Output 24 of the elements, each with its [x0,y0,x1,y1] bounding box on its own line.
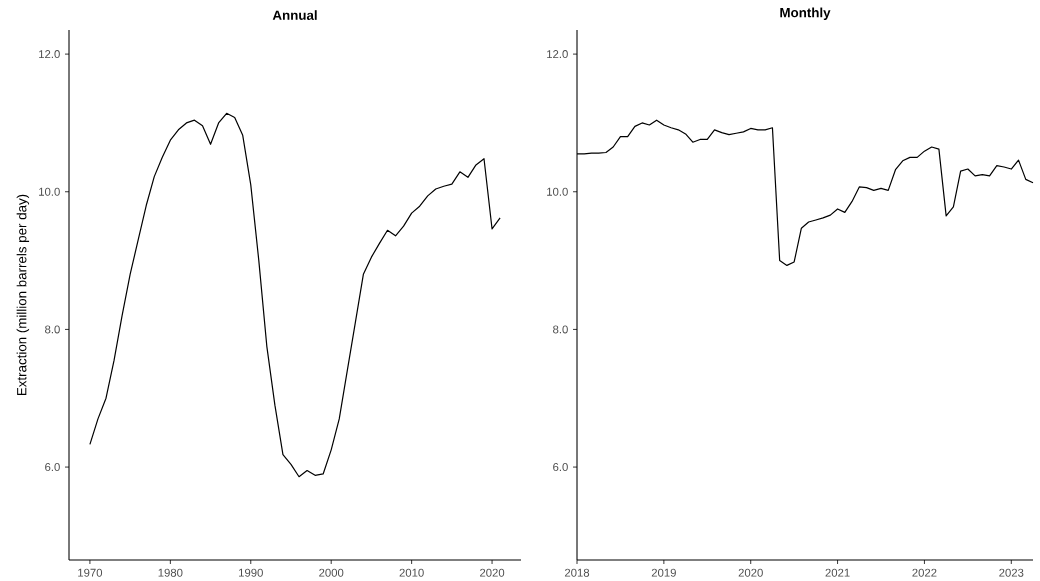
x-tick-label: 2010 [399,568,424,577]
y-tick-label: 12.0 [39,50,60,59]
x-tick-label: 1970 [78,568,103,577]
x-tick-label: 2020 [480,568,505,577]
y-axis-title: Extraction (million barrels per day) [16,194,30,395]
x-tick-label: 2021 [825,568,850,577]
chart-title: Annual [272,10,317,20]
x-tick-label: 2020 [738,568,763,577]
chart-title: Monthly [780,7,831,20]
x-tick-label: 2019 [651,568,676,577]
x-tick-label: 2018 [564,568,590,577]
line-series [89,112,501,478]
y-tick-label: 6.0 [45,462,60,471]
y-tick-label: 6.0 [553,462,568,471]
y-tick-label: 8.0 [553,325,568,334]
x-tick-label: 2022 [912,568,937,577]
y-tick-label: 10.0 [547,187,568,196]
x-tick-label: 1980 [158,568,183,577]
y-tick-label: 10.0 [39,187,60,196]
y-tick-label: 8.0 [45,325,60,334]
x-tick-label: 1990 [239,568,263,577]
y-tick-label: 12.0 [547,50,568,59]
x-tick-label: 2000 [319,568,344,577]
x-tick-label: 2023 [999,568,1024,577]
